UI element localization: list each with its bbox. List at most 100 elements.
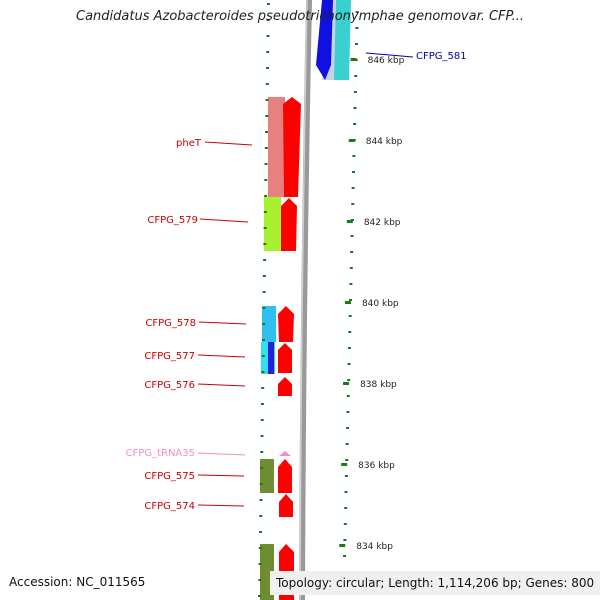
gene-arrow-CFPG_581 (316, 0, 333, 80)
minor-tick (347, 379, 351, 381)
gene-label-leader (365, 52, 414, 58)
kbp-tick-label: 838 kbp (360, 380, 397, 390)
genome-backbone-highlight (299, 0, 308, 600)
gene-arrow-CFPG_578 (278, 306, 294, 342)
minor-tick (261, 339, 265, 341)
minor-tick (352, 171, 356, 173)
minor-tick (346, 395, 350, 397)
minor-tick (343, 555, 347, 557)
cog-block-CFPG_577-b (268, 342, 274, 374)
minor-tick (346, 427, 350, 429)
minor-tick (258, 579, 262, 581)
kbp-major-tick (341, 463, 348, 466)
minor-tick (259, 467, 263, 469)
kbp-tick-label: 836 kbp (358, 461, 395, 471)
gene-arrow-pheT (283, 97, 301, 197)
genome-stats-label: Topology: circular; Length: 1,114,206 bp… (270, 571, 600, 595)
minor-tick (258, 595, 262, 597)
genome-title: Candidatus Azobacteroides pseudotrichony… (76, 9, 524, 24)
gene-arrow-CFPG_579 (281, 198, 297, 251)
gene-label-leader (198, 321, 247, 325)
minor-tick (351, 203, 355, 205)
minor-tick (259, 499, 263, 501)
gene-label-leader (197, 504, 245, 507)
minor-tick (345, 459, 349, 461)
gene-label[interactable]: CFPG_575 (144, 471, 195, 482)
left-minor-ticks (258, 3, 270, 597)
accession-label: Accession: NC_011565 (9, 575, 146, 589)
minor-tick (343, 523, 347, 525)
minor-tick (350, 251, 354, 253)
gene-arrow-CFPG_575 (278, 459, 292, 493)
kbp-major-tick (346, 220, 353, 223)
gene-label[interactable]: CFPG_tRNA35 (126, 448, 195, 459)
kbp-tick-label: 844 kbp (366, 137, 403, 147)
gene-label[interactable]: CFPG_578 (145, 318, 196, 329)
cog-block-CFPG_575 (260, 459, 274, 493)
minor-tick (266, 19, 270, 21)
minor-tick (260, 403, 264, 405)
gene-label[interactable]: CFPG_577 (144, 351, 195, 362)
gene-label[interactable]: CFPG_574 (144, 501, 195, 512)
minor-tick (265, 83, 269, 85)
minor-tick (261, 355, 265, 357)
minor-tick (348, 331, 352, 333)
kbp-axis: 846 kbp 844 kbp 842 kbp 840 kbp 838 kbp 836 k… (339, 56, 405, 552)
minor-tick (265, 131, 269, 133)
minor-tick (350, 235, 354, 237)
kbp-tick-label: 834 kbp (356, 542, 393, 552)
kbp-major-tick (348, 139, 355, 142)
minor-tick (259, 515, 263, 517)
kbp-major-tick (339, 544, 346, 547)
gene-label-leader (204, 141, 253, 146)
gene-labels: CFPG_581 pheT CFPG_579 CFPG_578 CFPG_577 CFPG… (126, 51, 467, 512)
minor-tick (347, 347, 351, 349)
right-minor-ticks (342, 11, 359, 589)
gene-label[interactable]: CFPG_576 (144, 380, 195, 391)
minor-tick (353, 123, 357, 125)
gene-label-leader (199, 218, 249, 223)
minor-tick (260, 435, 264, 437)
minor-tick (265, 99, 269, 101)
minor-tick (265, 67, 269, 69)
minor-tick (263, 243, 267, 245)
minor-tick (264, 195, 268, 197)
minor-tick (259, 483, 263, 485)
minor-tick (354, 43, 358, 45)
minor-tick (258, 563, 262, 565)
minor-tick (262, 307, 266, 309)
minor-tick (262, 291, 266, 293)
minor-tick (262, 323, 266, 325)
minor-tick (343, 539, 347, 541)
gene-label[interactable]: CFPG_579 (147, 215, 198, 226)
minor-tick (349, 283, 353, 285)
minor-tick (349, 267, 353, 269)
minor-tick (354, 75, 358, 77)
minor-tick (263, 227, 267, 229)
minor-tick (266, 3, 270, 5)
kbp-tick-label: 842 kbp (364, 218, 401, 228)
minor-tick (266, 51, 270, 53)
gene-arrow-CFPG_574 (279, 494, 293, 517)
cog-block-CFPG_579 (264, 197, 281, 251)
gene-label-leader (197, 383, 246, 387)
gene-arrow-CFPG_576 (278, 377, 292, 396)
gene-label-leader (197, 452, 246, 456)
gene-label[interactable]: pheT (176, 138, 202, 149)
kbp-tick-label: 840 kbp (362, 299, 399, 309)
minor-tick (355, 27, 359, 29)
minor-tick (264, 163, 268, 165)
kbp-major-tick (343, 382, 350, 385)
cog-block-pheT (268, 97, 285, 197)
kbp-major-tick (350, 58, 357, 61)
minor-tick (259, 531, 263, 533)
minor-tick (266, 35, 270, 37)
minor-tick (344, 507, 348, 509)
gene-label-leader (197, 474, 245, 477)
minor-tick (260, 419, 264, 421)
minor-tick (346, 411, 350, 413)
gene-label[interactable]: CFPG_581 (416, 51, 467, 62)
minor-tick (351, 187, 355, 189)
minor-tick (262, 275, 266, 277)
